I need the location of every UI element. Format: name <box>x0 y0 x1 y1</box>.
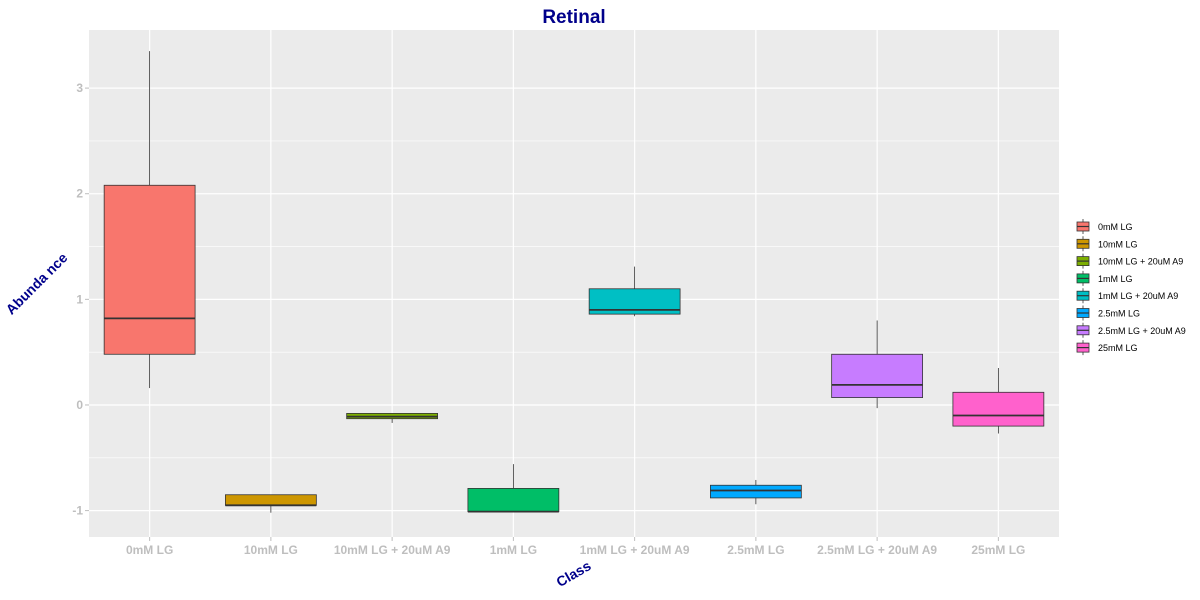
boxes <box>103 51 1045 513</box>
box-iqr <box>467 488 560 513</box>
plot-panel <box>89 30 1059 537</box>
x-tick-label: 10mM LG + 20uM A9 <box>334 543 451 557</box>
box-iqr <box>710 484 802 499</box>
x-axis-title: Class <box>553 557 594 590</box>
legend-label: 10mM LG <box>1098 239 1138 249</box>
box-iqr <box>831 353 923 398</box>
legend-item: 2.5mM LG + 20uM A9 <box>1076 322 1186 338</box>
x-axis-ticks: 0mM LG 10mM LG 10mM LG + 20uM A9 1mM LG 1mM … <box>126 537 1025 557</box>
legend-item: 1mM LG <box>1076 270 1133 286</box>
x-tick-label: 0mM LG <box>126 543 173 557</box>
x-tick-label: 2.5mM LG <box>727 543 784 557</box>
box-2-5mm-lg <box>710 479 802 505</box>
legend-item: 1mM LG + 20uM A9 <box>1076 288 1178 304</box>
legend-label: 2.5mM LG + 20uM A9 <box>1098 326 1186 336</box>
legend-label: 1mM LG <box>1098 274 1133 284</box>
y-tick-label: 3 <box>76 81 83 95</box>
legend-item: 2.5mM LG <box>1076 305 1140 321</box>
box-1mm-lg <box>467 464 560 513</box>
legend-label: 2.5mM LG <box>1098 309 1140 319</box>
box-iqr <box>952 391 1045 427</box>
legend-label: 10mM LG + 20uM A9 <box>1098 257 1183 267</box>
y-tick-label: 2 <box>76 187 83 201</box>
legend-item: 10mM LG + 20uM A9 <box>1076 253 1183 269</box>
legend-item: 0mM LG <box>1076 219 1133 234</box>
x-tick-label: 10mM LG <box>244 543 298 557</box>
box-iqr <box>225 494 317 506</box>
x-tick-label: 1mM LG <box>490 543 537 557</box>
y-tick-label: 0 <box>76 398 83 412</box>
y-tick-label: -1 <box>72 504 83 518</box>
legend-item: 10mM LG <box>1076 236 1138 252</box>
chart-title: Retinal <box>542 7 605 28</box>
legend-label: 25mM LG <box>1098 343 1138 353</box>
y-axis-ticks: -1 0 1 2 3 <box>72 81 89 518</box>
box-1mm-lg-20um-a9 <box>588 266 681 317</box>
box-2-5mm-lg-20um-a9 <box>831 320 923 409</box>
y-tick-label: 1 <box>76 292 83 306</box>
box-iqr <box>103 184 196 355</box>
y-axis-title: Abunda nce <box>2 249 70 317</box>
legend: 0mM LG 10mM LG 10mM LG + 20uM A9 1mM LG 1mM … <box>1076 219 1186 356</box>
legend-label: 0mM LG <box>1098 222 1133 232</box>
box-0mm-lg <box>103 51 196 389</box>
x-tick-label: 2.5mM LG + 20uM A9 <box>817 543 937 557</box>
x-tick-label: 25mM LG <box>971 543 1025 557</box>
x-tick-label: 1mM LG + 20uM A9 <box>580 543 690 557</box>
legend-label: 1mM LG + 20uM A9 <box>1098 291 1178 301</box>
box-10mm-lg <box>225 494 317 513</box>
box-10mm-lg-20um-a9 <box>346 413 438 423</box>
legend-item: 25mM LG <box>1076 340 1138 356</box>
box-25mm-lg <box>952 368 1045 434</box>
